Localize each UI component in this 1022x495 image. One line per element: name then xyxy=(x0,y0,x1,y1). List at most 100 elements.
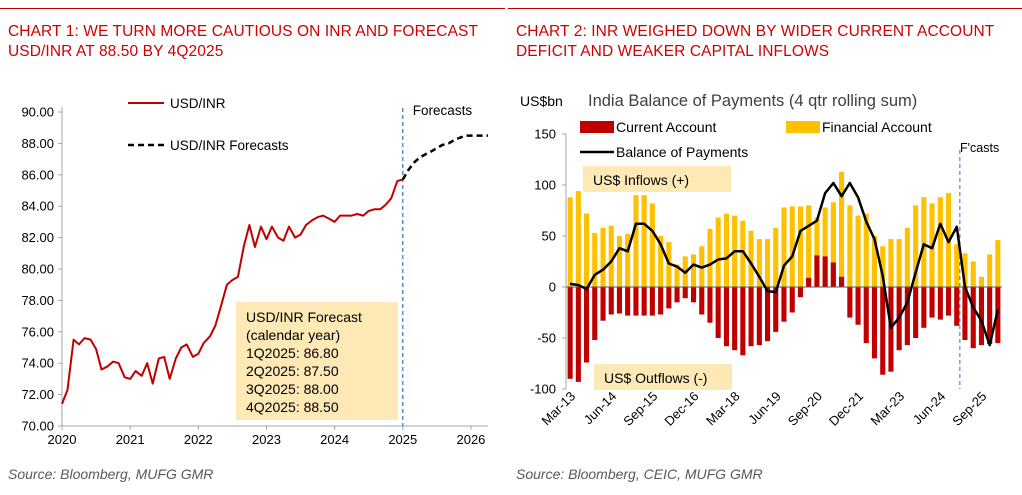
chart2-bar-financial-account xyxy=(781,207,787,287)
chart2-bar-financial-account xyxy=(954,244,960,287)
chart2-bar-current-account xyxy=(847,287,853,318)
chart2-outflows-box xyxy=(594,364,732,390)
chart2-bar-financial-account xyxy=(839,171,845,287)
chart2-bar-current-account xyxy=(740,287,746,356)
chart2-bar-financial-account xyxy=(962,253,968,287)
chart1-x-tick-label: 2026 xyxy=(456,432,485,447)
chart2-bar-current-account xyxy=(592,287,598,340)
chart2-bar-financial-account xyxy=(756,239,762,287)
chart2-panel: CHART 2: INR WEIGHED DOWN BY WIDER CURRE… xyxy=(508,0,1022,495)
chart2-bar-current-account xyxy=(773,287,779,332)
chart2-bar-financial-account xyxy=(896,239,902,287)
chart2-x-tick-label: Mar-23 xyxy=(868,389,908,429)
chart2-bar-financial-account xyxy=(880,246,886,287)
chart2-x-tick-label: Sep-15 xyxy=(620,389,660,429)
chart2-x-tick-label: Dec-16 xyxy=(661,389,701,429)
chart2-bar-current-account xyxy=(691,287,697,303)
chart1-title: CHART 1: WE TURN MORE CAUTIOUS ON INR AN… xyxy=(8,23,478,60)
chart2-bar-current-account xyxy=(978,287,984,346)
chart2-bar-financial-account xyxy=(937,197,943,287)
chart2-bar-financial-account xyxy=(806,205,812,287)
chart1-forecast-label: Forecasts xyxy=(413,103,473,118)
chart1-x-tick-label: 2023 xyxy=(252,432,281,447)
chart2-forecast-label: F'casts xyxy=(960,141,999,155)
chart2-series-bop-line xyxy=(569,181,1000,347)
chart2-bar-current-account xyxy=(649,287,655,316)
chart1-y-tick-label: 88.00 xyxy=(21,136,54,151)
chart2-bar-current-account xyxy=(904,287,910,346)
chart2-bar-financial-account xyxy=(691,254,697,287)
chart1-source: Source: Bloomberg, MUFG GMR xyxy=(8,466,214,482)
chart2-bar-financial-account xyxy=(658,236,664,287)
chart2-bar-current-account xyxy=(723,287,729,347)
chart1-x-tick-label: 2021 xyxy=(116,432,145,447)
chart2-bar-current-account xyxy=(658,287,664,315)
chart2-bar-financial-account xyxy=(921,197,927,287)
chart1-forecast-box-line: 2Q2025: 87.50 xyxy=(246,363,339,379)
chart2-bar-current-account xyxy=(699,287,705,315)
chart2-bar-current-account xyxy=(633,287,639,316)
chart2-x-tick-label: Jun-24 xyxy=(910,389,949,428)
chart2-bar-financial-account xyxy=(633,195,639,287)
chart2-bar-financial-account xyxy=(625,234,631,287)
chart2-bar-current-account xyxy=(814,255,820,287)
chart2-bar-current-account xyxy=(921,287,927,328)
chart2-bar-financial-account xyxy=(641,195,647,287)
chart2-legend-financial-label: Financial Account xyxy=(822,119,932,135)
chart2-x-tick-label: Jun-14 xyxy=(581,389,620,428)
chart2-bar-current-account xyxy=(748,287,754,347)
chart2-source: Source: Bloomberg, CEIC, MUFG GMR xyxy=(516,466,763,482)
chart2-bar-current-account xyxy=(789,287,795,313)
chart2-inflows-label: US$ Inflows (+) xyxy=(593,172,689,188)
chart2-bar-financial-account xyxy=(608,225,614,287)
chart2-bar-financial-account xyxy=(797,206,803,287)
chart2-legend-current-label: Current Account xyxy=(616,119,716,135)
chart2-bar-current-account xyxy=(797,287,803,298)
chart2-title: CHART 2: INR WEIGHED DOWN BY WIDER CURRE… xyxy=(516,23,995,60)
chart2-bar-financial-account xyxy=(987,254,993,287)
chart1-x-tick-label: 2022 xyxy=(184,432,213,447)
chart2-bar-current-account xyxy=(567,287,573,379)
chart2-y-tick-label: 100 xyxy=(534,178,556,193)
chart1-y-tick-label: 74.00 xyxy=(21,356,54,371)
chart2-bar-financial-account xyxy=(707,228,713,287)
chart2-bar-current-account xyxy=(839,276,845,287)
chart2-x-tick-label: Dec-21 xyxy=(826,389,866,429)
chart2-bar-financial-account xyxy=(575,191,581,287)
chart1-legend-usdinr-label: USD/INR xyxy=(170,96,226,111)
chart1-forecast-box-line: 1Q2025: 86.80 xyxy=(246,345,339,361)
chart2-bar-current-account xyxy=(954,287,960,326)
chart2-bar-financial-account xyxy=(855,215,861,287)
chart2-bar-current-account xyxy=(674,287,680,303)
chart2-x-tick-label: Jun-19 xyxy=(745,389,784,428)
chart2-bar-financial-account xyxy=(567,197,573,287)
chart2-y-tick-label: -50 xyxy=(537,331,556,346)
chart2-bar-current-account xyxy=(608,287,614,315)
chart2-bar-financial-account xyxy=(773,227,779,287)
chart1-forecast-box-line: (calendar year) xyxy=(246,327,340,343)
chart2-bar-current-account xyxy=(962,287,968,340)
chart2-bar-current-account xyxy=(913,287,919,338)
chart2-top-rule xyxy=(508,8,1022,9)
chart2-bar-current-account xyxy=(888,287,894,372)
chart1-y-tick-label: 82.00 xyxy=(21,230,54,245)
chart2-legend-financial-swatch xyxy=(786,121,820,133)
chart2-bar-current-account xyxy=(937,287,943,320)
chart2-bar-financial-account xyxy=(649,203,655,287)
chart2-bar-current-account xyxy=(732,287,738,351)
chart2-y-tick-label: 50 xyxy=(542,229,556,244)
chart1-x-tick-label: 2020 xyxy=(48,432,77,447)
chart2-bar-financial-account xyxy=(584,213,590,287)
chart2-bar-current-account xyxy=(946,287,952,316)
chart2-bar-current-account xyxy=(863,287,869,344)
chart2-bar-financial-account xyxy=(616,236,622,287)
chart2-bar-current-account xyxy=(806,277,812,287)
chart2-bar-financial-account xyxy=(863,213,869,287)
chart2-y-tick-label: 150 xyxy=(534,127,556,142)
chart2-bar-financial-account xyxy=(847,205,853,287)
chart2-x-tick-label: Sep-25 xyxy=(949,389,989,429)
chart1-y-tick-label: 72.00 xyxy=(21,387,54,402)
chart2-bar-financial-account xyxy=(888,239,894,287)
chart2-plot: US$bn India Balance of Payments (4 qtr ro… xyxy=(520,92,1002,429)
chart1-series-forecast-line xyxy=(401,134,488,181)
